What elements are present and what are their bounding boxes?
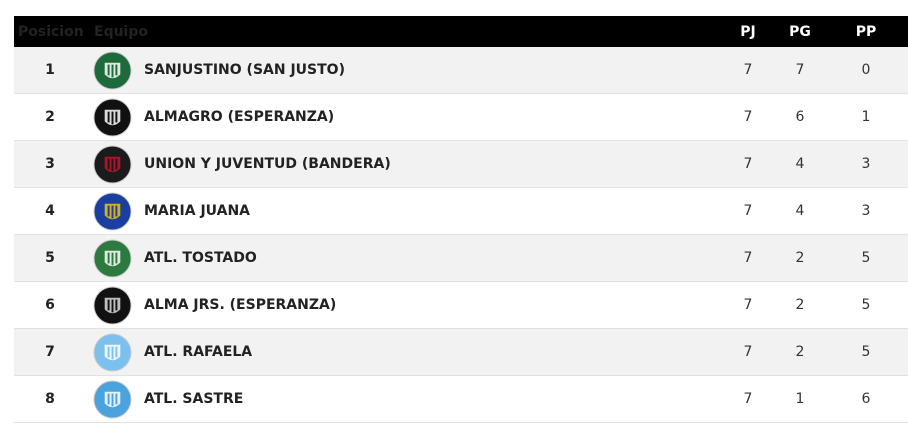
team-logo <box>93 192 132 231</box>
played: 7 <box>743 156 753 172</box>
logo-stripes <box>107 158 118 172</box>
won: 4 <box>795 156 805 172</box>
team-name: ATL. RAFAELA <box>144 344 253 360</box>
team-name: MARIA JUANA <box>144 203 250 219</box>
lost: 3 <box>861 156 871 172</box>
position: 5 <box>45 250 55 266</box>
team-name: ATL. SASTRE <box>144 391 244 407</box>
won: 2 <box>795 297 805 313</box>
position: 6 <box>45 297 55 313</box>
team-name: ATL. TOSTADO <box>144 250 257 266</box>
header-cell: Posicion <box>18 23 84 40</box>
won: 4 <box>795 203 805 219</box>
logo-stripes <box>107 346 118 360</box>
lost: 5 <box>861 250 871 266</box>
played: 7 <box>743 344 753 360</box>
logo-stripes <box>107 393 118 407</box>
position: 8 <box>45 391 55 407</box>
won: 1 <box>795 391 805 407</box>
team-row: 6 ALMA JRS. (ESPERANZA) 7 2 5 <box>14 282 908 329</box>
won: 2 <box>795 250 805 266</box>
team-row: 5 ATL. TOSTADO 7 2 5 <box>14 235 908 282</box>
position: 7 <box>45 344 55 360</box>
team-row: 2 ALMAGRO (ESPERANZA) 7 6 1 <box>14 94 908 141</box>
won: 6 <box>795 109 805 125</box>
standings-table: Posicion Equipo PJ PG PP 1 SANJUSTINO (SA… <box>14 16 908 423</box>
team-logo <box>93 380 132 419</box>
lost: 6 <box>861 391 871 407</box>
team-logo <box>93 333 132 372</box>
team-logo <box>93 286 132 325</box>
logo-stripes <box>107 252 118 266</box>
won: 2 <box>795 344 805 360</box>
logo-stripes <box>107 299 118 313</box>
played: 7 <box>743 391 753 407</box>
team-logo <box>93 51 132 90</box>
position: 2 <box>45 109 55 125</box>
played: 7 <box>743 109 753 125</box>
position: 4 <box>45 203 55 219</box>
lost: 1 <box>861 109 871 125</box>
team-logo <box>93 145 132 184</box>
logo-stripes <box>107 205 118 219</box>
logo-stripes <box>107 111 118 125</box>
team-name: SANJUSTINO (SAN JUSTO) <box>144 62 345 78</box>
logo-stripes <box>107 64 118 78</box>
team-name: ALMA JRS. (ESPERANZA) <box>144 297 337 313</box>
team-row: 1 SANJUSTINO (SAN JUSTO) 7 7 0 <box>14 47 908 94</box>
lost: 0 <box>861 62 871 78</box>
played: 7 <box>743 250 753 266</box>
played: 7 <box>743 203 753 219</box>
team-row: 8 ATL. SASTRE 7 1 6 <box>14 376 908 423</box>
header-cell: PP <box>855 23 877 40</box>
header-cell: PJ <box>740 23 756 40</box>
team-name: UNION Y JUVENTUD (BANDERA) <box>144 156 391 172</box>
team-row: 7 ATL. RAFAELA 7 2 5 <box>14 329 908 376</box>
position: 1 <box>45 62 55 78</box>
lost: 3 <box>861 203 871 219</box>
team-logo <box>93 98 132 137</box>
lost: 5 <box>861 297 871 313</box>
team-logo <box>93 239 132 278</box>
team-row: 4 MARIA JUANA 7 4 3 <box>14 188 908 235</box>
team-name: ALMAGRO (ESPERANZA) <box>144 109 335 125</box>
won: 7 <box>795 62 805 78</box>
team-row: 3 UNION Y JUVENTUD (BANDERA) 7 4 3 <box>14 141 908 188</box>
header-cell: Equipo <box>94 23 148 40</box>
position: 3 <box>45 156 55 172</box>
header-row: Posicion Equipo PJ PG PP <box>14 16 908 47</box>
played: 7 <box>743 297 753 313</box>
played: 7 <box>743 62 753 78</box>
header-cell: PG <box>789 23 811 40</box>
lost: 5 <box>861 344 871 360</box>
